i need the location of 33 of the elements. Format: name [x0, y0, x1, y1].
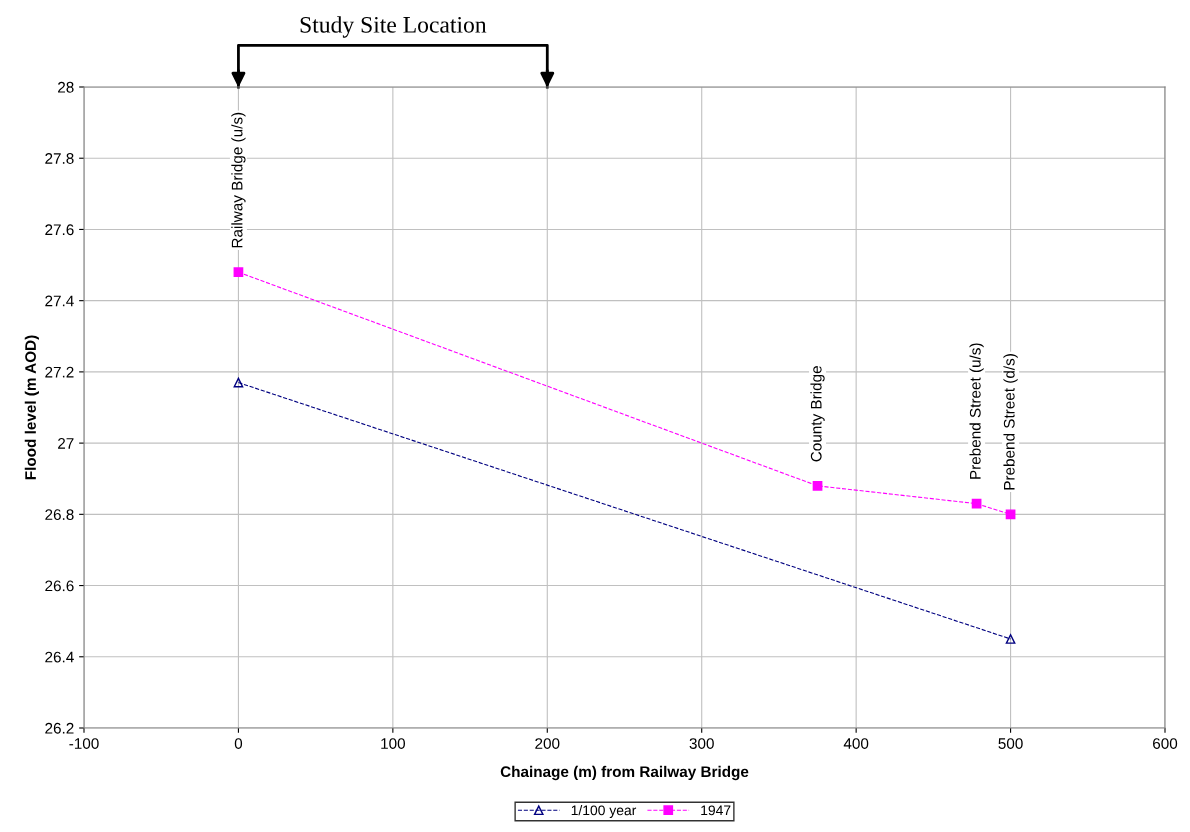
point	[971, 498, 982, 509]
x-tick-label: 200	[535, 738, 560, 749]
legend-label: 1947	[701, 805, 731, 816]
point	[1005, 634, 1016, 644]
x-tick-label: -100	[69, 738, 99, 749]
y-tick-label: 26.4	[45, 651, 74, 663]
y-tick-label: 27.2	[45, 366, 74, 378]
y-tick-label: 28	[58, 81, 74, 93]
y-tick-label: 26.8	[45, 509, 74, 521]
point	[233, 377, 244, 388]
chart-title: Study Site Location	[300, 16, 487, 38]
x-axis-title: Chainage (m) from Railway Bridge	[500, 765, 749, 781]
y-tick-label: 27.6	[45, 224, 74, 236]
y-tick-label: 27.4	[45, 295, 74, 307]
point	[1005, 509, 1016, 520]
annotation: Prebend Street (u/s)	[969, 343, 984, 479]
annotation: Prebend Street (d/s)	[1003, 354, 1018, 490]
legend-label: 1/100 year	[571, 805, 637, 818]
x-tick-label: 500	[998, 738, 1023, 749]
y-tick-label: 26.2	[45, 722, 74, 734]
point	[233, 267, 244, 278]
x-tick-label: 600	[1153, 738, 1178, 749]
annotation: Railway Bridge (u/s)	[231, 112, 246, 248]
x-tick-label: 0	[234, 738, 243, 749]
point	[812, 480, 823, 491]
x-tick-label: 100	[381, 738, 406, 749]
y-axis-title: Flood level (m AOD)	[24, 335, 39, 480]
x-tick-label: 400	[843, 738, 869, 749]
x-tick-label: 300	[689, 738, 714, 749]
annotation: County Bridge	[810, 366, 825, 462]
y-tick-label: 27.8	[45, 153, 74, 164]
y-tick-label: 26.6	[45, 580, 74, 592]
y-tick-label: 27	[58, 437, 74, 449]
